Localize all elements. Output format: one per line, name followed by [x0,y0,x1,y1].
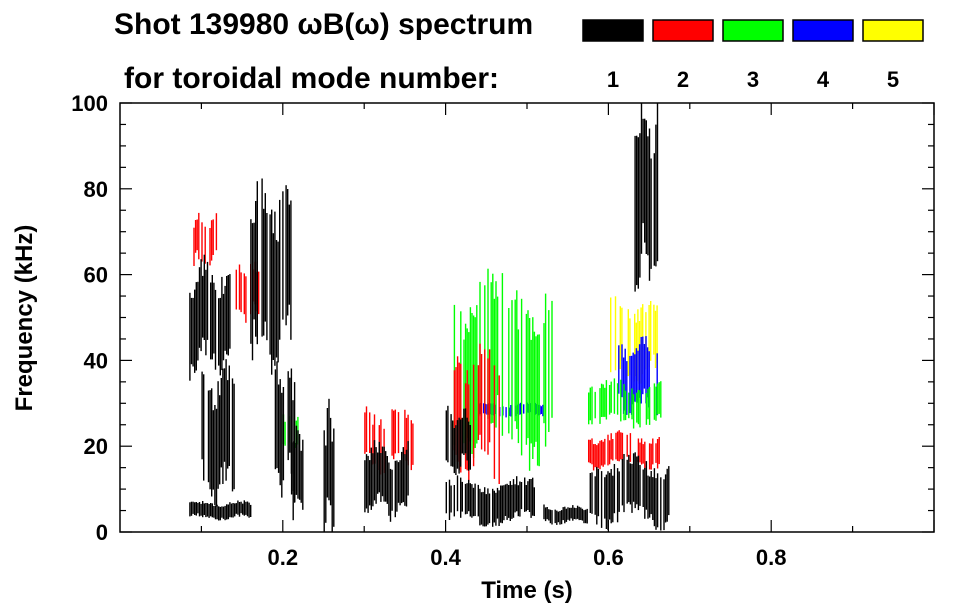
spectrum-feature-mode-1 [634,103,659,292]
legend-label-mode-1: 1 [607,67,619,92]
spectrum-feature-mode-1 [445,475,535,527]
axis-ticks [120,102,935,533]
spectrum-feature-mode-1 [189,500,252,521]
spectrum-feature-mode-1 [189,254,231,381]
x-tick-label: 0.6 [593,545,624,570]
legend-swatch-mode-2 [652,19,714,42]
legend-label-mode-2: 2 [677,67,689,92]
legend-swatch-mode-5 [862,19,924,42]
x-tick-label: 0.8 [756,545,787,570]
spectrum-feature-mode-1 [290,425,304,521]
spectrum-feature-mode-1 [250,178,292,375]
spectrum-feature-mode-1 [364,440,409,522]
chart-title: Shot 139980 ωB(ω) spectrum [114,8,533,41]
y-tick-label: 40 [84,348,108,373]
spectrum-feature-mode-1 [445,405,471,475]
x-tick-label: 0.4 [430,545,461,570]
spectrum-feature-mode-1 [589,452,670,531]
legend-swatch-mode-4 [792,19,854,42]
y-tick-label: 100 [71,91,108,116]
spectrum-feature-mode-2 [588,430,660,471]
spectrum-data [189,103,670,532]
spectrum-feature-mode-1 [201,359,235,507]
y-tick-label: 80 [84,177,108,202]
legend-label-mode-5: 5 [887,67,899,92]
x-axis-label: Time (s) [481,577,573,604]
y-tick-label: 20 [84,434,108,459]
spectrum-feature-mode-1 [323,398,335,532]
mode-legend: 1 2 3 4 5 [582,19,924,92]
spectrum-feature-mode-2 [193,212,218,266]
x-tick-label: 0.2 [268,545,299,570]
spectrum-feature-mode-1 [543,504,588,525]
legend-swatch-mode-1 [582,19,644,42]
legend-label-mode-3: 3 [747,67,759,92]
y-tick-label: 60 [84,263,108,288]
y-tick-label: 0 [96,520,108,545]
legend-caption: for toroidal mode number: [124,62,499,95]
legend-swatch-mode-3 [722,19,784,42]
legend-label-mode-4: 4 [817,67,830,92]
y-axis-label: Frequency (kHz) [11,225,38,412]
spectrum-feature-mode-3 [588,378,662,429]
axis-tick-labels: 0.2 0.4 0.6 0.8 0 20 40 60 80 100 [71,91,786,570]
